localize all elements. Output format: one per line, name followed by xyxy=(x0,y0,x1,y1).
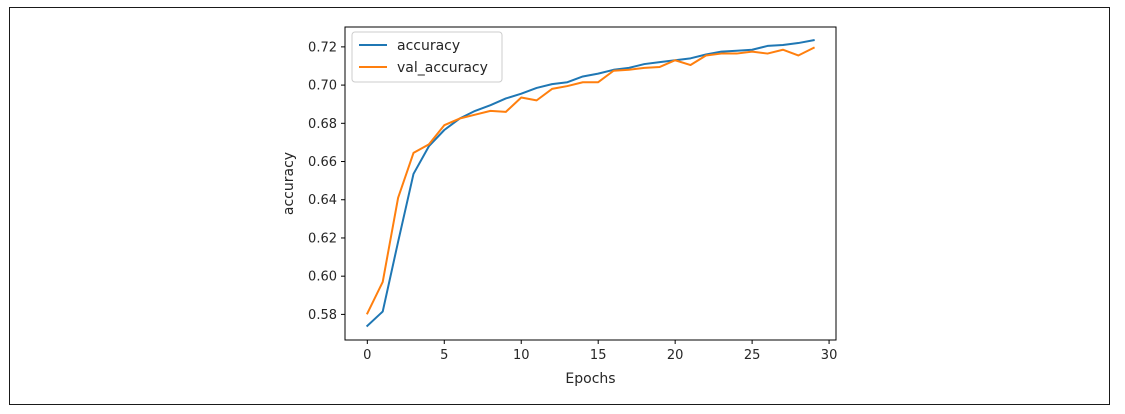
x-tick-label: 10 xyxy=(513,348,530,363)
x-tick-label: 0 xyxy=(363,348,371,363)
y-tick-label: 0.60 xyxy=(308,270,337,285)
x-axis-label: Epochs xyxy=(565,371,615,387)
x-tick-label: 20 xyxy=(667,348,684,363)
legend: accuracy val_accuracy xyxy=(351,31,503,83)
y-axis: 0.58 0.60 0.62 0.64 0.66 0.68 0.70 0.72 xyxy=(308,40,345,323)
legend-label: accuracy xyxy=(397,38,460,54)
x-tick-label: 25 xyxy=(744,348,761,363)
y-tick-label: 0.58 xyxy=(308,308,337,323)
x-tick-label: 15 xyxy=(590,348,607,363)
legend-box xyxy=(351,31,503,83)
y-tick-label: 0.64 xyxy=(308,193,337,208)
y-tick-label: 0.62 xyxy=(308,231,337,246)
y-tick-label: 0.70 xyxy=(308,79,337,94)
y-tick-label: 0.72 xyxy=(308,40,337,55)
plot-area xyxy=(344,26,837,341)
y-tick-label: 0.68 xyxy=(308,117,337,132)
y-tick-label: 0.66 xyxy=(308,155,337,170)
legend-label: val_accuracy xyxy=(397,60,488,76)
series-line-accuracy xyxy=(365,39,815,328)
x-tick-label: 30 xyxy=(821,348,838,363)
x-axis: 0 5 10 15 20 25 30 xyxy=(363,340,837,363)
y-axis-label: accuracy xyxy=(281,152,297,215)
x-tick-label: 5 xyxy=(440,348,448,363)
series-line-val-accuracy xyxy=(365,46,816,315)
figure-frame xyxy=(9,7,1110,405)
plot-frame xyxy=(344,26,837,341)
